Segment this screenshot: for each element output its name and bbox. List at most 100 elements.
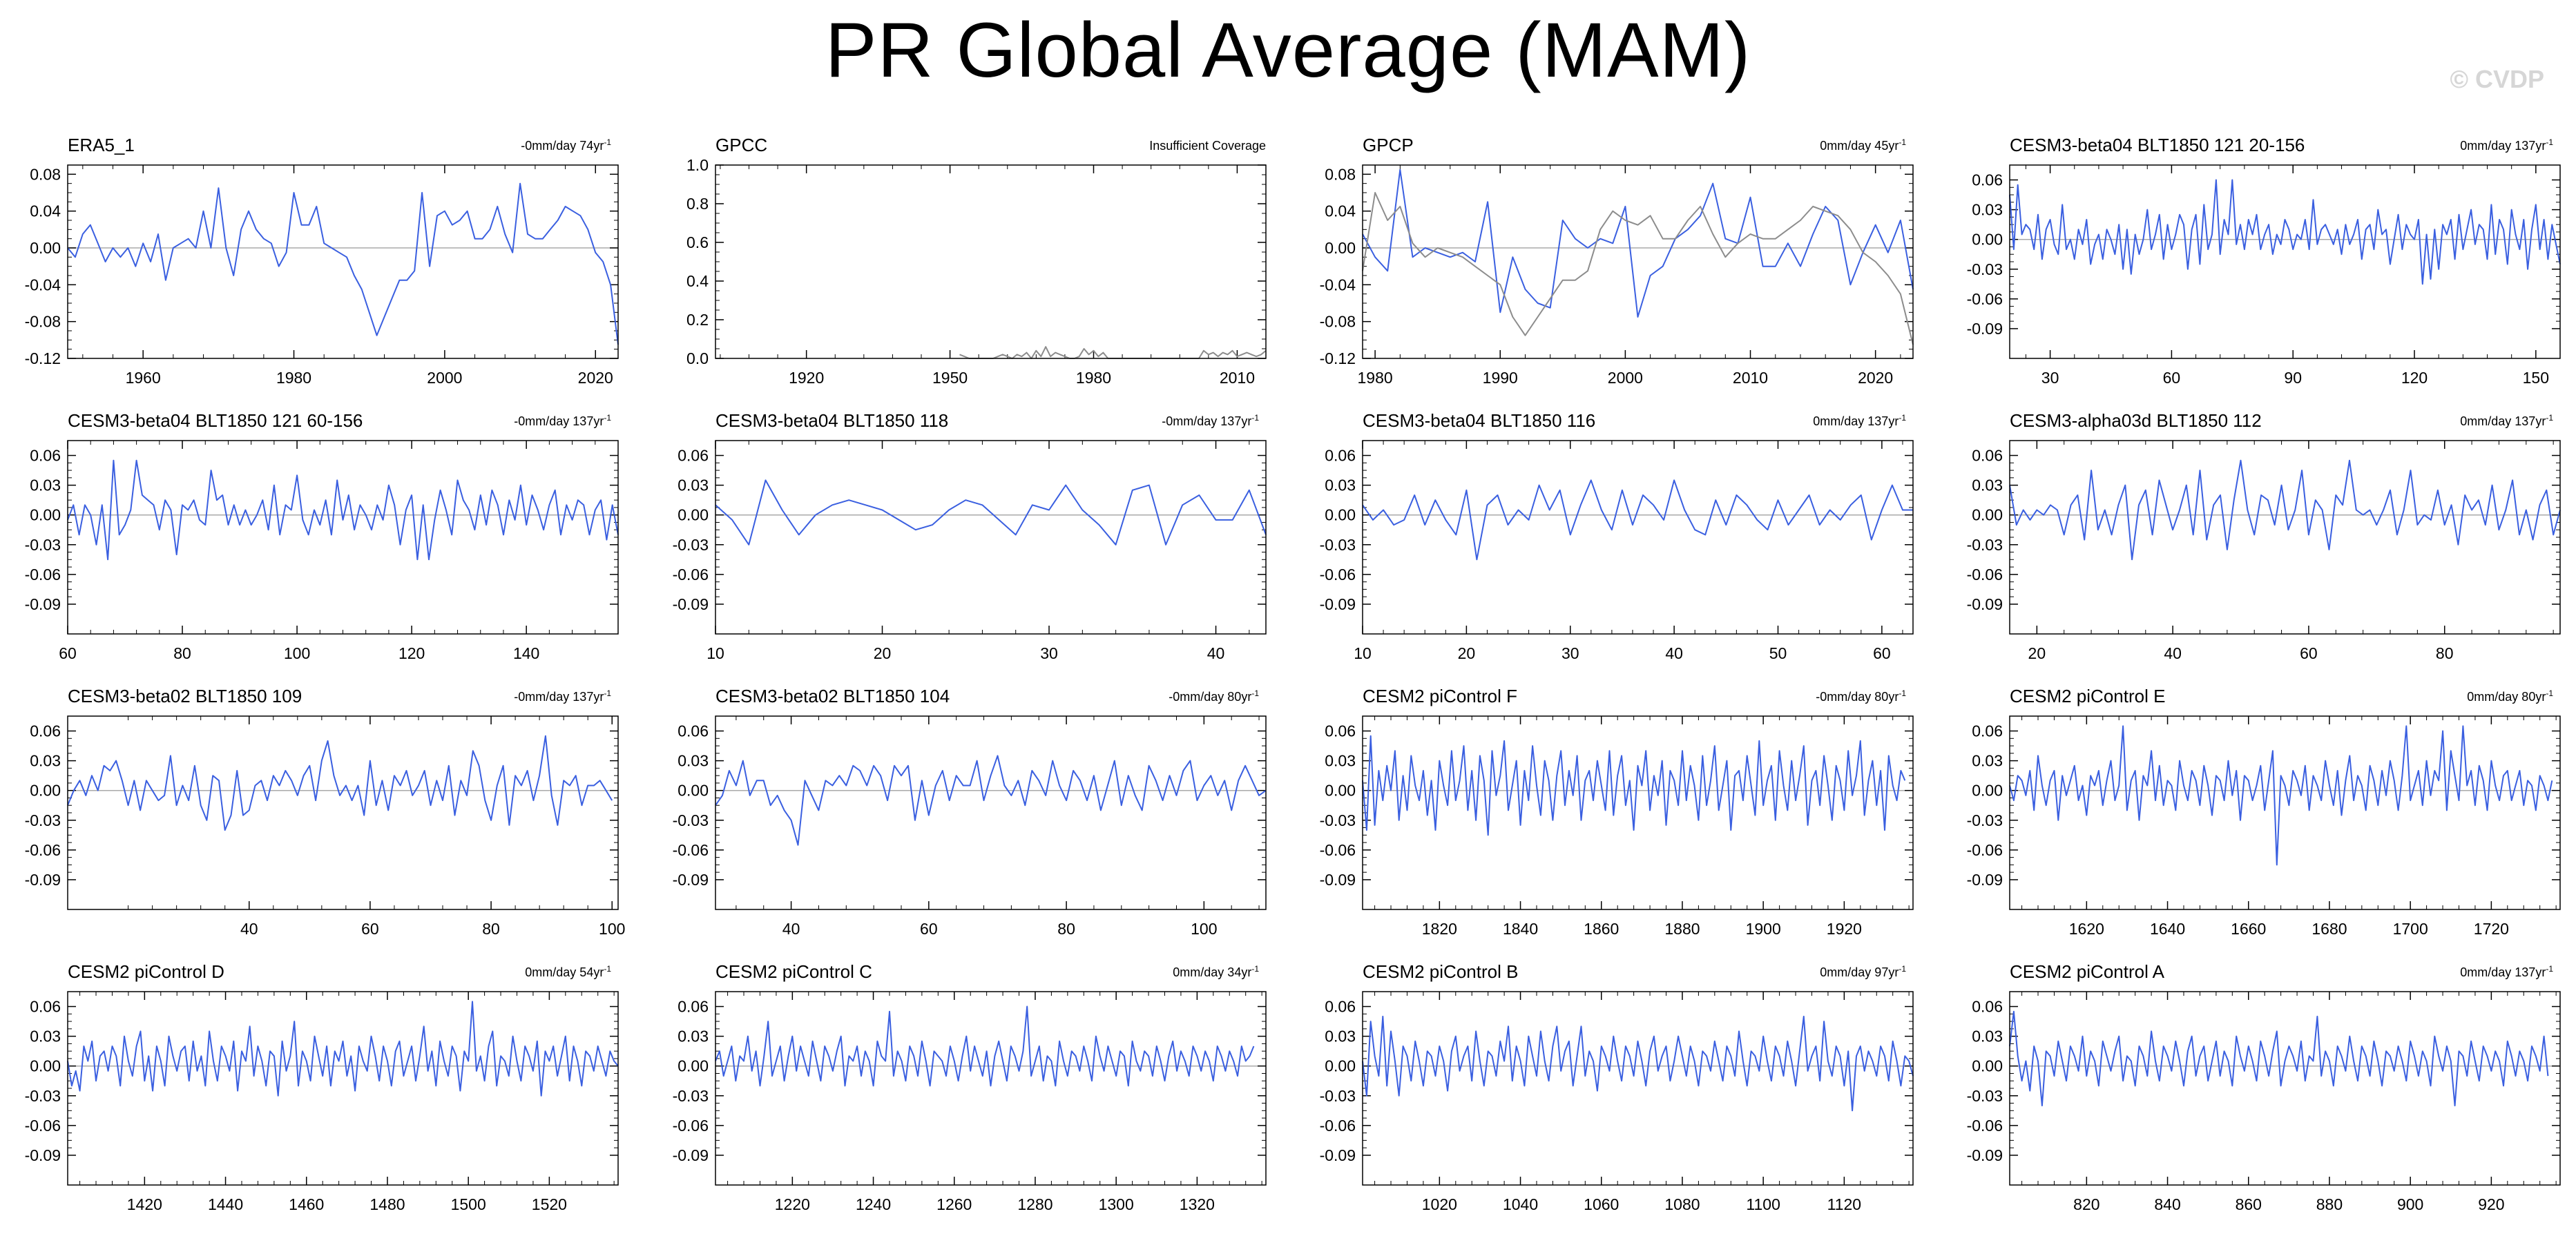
page-title: PR Global Average (MAM) — [825, 7, 1751, 93]
x-tick-label: 1900 — [1746, 920, 1781, 938]
y-tick-label: -0.09 — [1320, 871, 1356, 889]
y-tick-label: 0.03 — [30, 752, 61, 770]
y-tick-label: 0.08 — [30, 165, 61, 183]
x-tick-label: 1460 — [289, 1195, 324, 1213]
y-tick-label: -0.03 — [673, 536, 709, 554]
x-tick-label: 1880 — [1664, 920, 1700, 938]
x-tick-label: 1640 — [2150, 920, 2185, 938]
x-tick-label: 2020 — [578, 369, 613, 387]
panel-title: CESM2 piControl A — [2010, 961, 2165, 982]
y-tick-label: -0.03 — [673, 1087, 709, 1105]
panel-6: CESM3-beta04 BLT1850 118 -0mm/day 137yr-1… — [673, 410, 1267, 662]
y-tick-label: 0.00 — [1325, 239, 1356, 257]
series-line-1 — [67, 459, 619, 561]
x-tick-label: 1920 — [789, 369, 824, 387]
x-tick-label: 20 — [2028, 644, 2046, 662]
x-tick-label: 1840 — [1503, 920, 1538, 938]
y-tick-label: 0.6 — [686, 233, 709, 251]
plot-frame — [1362, 715, 1914, 910]
x-tick-label: 80 — [173, 644, 191, 662]
trend-label: -0mm/day 74yr-1 — [521, 137, 611, 153]
x-tick-label: 1080 — [1664, 1195, 1700, 1213]
y-tick-label: 0.00 — [677, 782, 709, 800]
y-tick-label: -0.06 — [25, 841, 61, 859]
x-tick-label: 880 — [2316, 1195, 2343, 1213]
x-tick-label: 60 — [920, 920, 938, 938]
x-tick-label: 20 — [1458, 644, 1476, 662]
y-tick-label: 0.00 — [1972, 506, 2003, 524]
x-tick-label: 40 — [1665, 644, 1683, 662]
trend-exponent: -1 — [1251, 964, 1259, 974]
y-tick-label: -0.03 — [1320, 536, 1356, 554]
x-tick-label: 30 — [1561, 644, 1579, 662]
x-tick-label: 1500 — [451, 1195, 486, 1213]
series-line-1 — [67, 182, 619, 345]
y-tick-label: -0.06 — [1320, 566, 1356, 584]
x-tick-label: 80 — [482, 920, 500, 938]
y-tick-label: -0.08 — [25, 313, 61, 331]
x-tick-label: 920 — [2478, 1195, 2504, 1213]
y-tick-label: -0.06 — [1967, 1117, 2003, 1135]
trend-label: 0mm/day 45yr-1 — [1820, 137, 1906, 153]
y-tick-label: 0.06 — [1972, 998, 2003, 1016]
x-tick-label: 1990 — [1483, 369, 1518, 387]
x-tick-label: 100 — [599, 920, 625, 938]
y-tick-label: 0.06 — [677, 722, 709, 740]
y-tick-label: 0.03 — [1325, 752, 1356, 770]
y-tick-label: -0.09 — [673, 871, 709, 889]
x-tick-label: 820 — [2073, 1195, 2099, 1213]
series-line-2 — [1362, 192, 1914, 345]
y-tick-label: 0.06 — [1325, 998, 1356, 1016]
y-tick-label: 0.03 — [30, 1028, 61, 1046]
x-tick-label: 1060 — [1584, 1195, 1619, 1213]
panel-title: CESM3-beta04 BLT1850 118 — [715, 410, 948, 431]
x-tick-label: 1620 — [2069, 920, 2104, 938]
x-tick-label: 1950 — [932, 369, 968, 387]
x-tick-label: 1100 — [1746, 1195, 1780, 1213]
panel-16: CESM2 piControl A 0mm/day 137yr-1 -0.09 -0.… — [1967, 961, 2561, 1213]
y-tick-label: 0.08 — [1325, 165, 1356, 183]
y-tick-label: -0.03 — [1967, 811, 2003, 829]
y-tick-label: 0.00 — [677, 506, 709, 524]
y-tick-label: 0.04 — [30, 202, 61, 220]
plot-frame — [2009, 991, 2561, 1186]
plot-frame — [67, 164, 619, 359]
trend-exponent: -1 — [2546, 137, 2553, 147]
x-tick-label: 30 — [1040, 644, 1058, 662]
x-tick-label: 2010 — [1220, 369, 1255, 387]
x-tick-label: 1720 — [2474, 920, 2509, 938]
panel-title: CESM2 piControl E — [2010, 686, 2165, 706]
y-tick-label: 0.8 — [686, 195, 709, 213]
y-tick-label: 0.00 — [30, 1057, 61, 1075]
y-tick-label: 0.00 — [677, 1057, 709, 1075]
x-tick-label: 2000 — [1608, 369, 1643, 387]
y-tick-label: 0.06 — [677, 447, 709, 465]
trend-label: -0mm/day 80yr-1 — [1816, 688, 1906, 704]
trend-exponent: -1 — [1251, 688, 1259, 698]
y-tick-label: 0.2 — [686, 311, 709, 329]
y-tick-label: -0.06 — [25, 1117, 61, 1135]
y-tick-label: -0.06 — [25, 566, 61, 584]
y-tick-label: -0.06 — [1967, 841, 2003, 859]
panel-title: CESM2 piControl B — [1363, 961, 1518, 982]
trend-label: 0mm/day 34yr-1 — [1173, 964, 1259, 979]
y-tick-label: -0.12 — [25, 349, 61, 367]
panel-title: CESM2 piControl F — [1363, 686, 1517, 706]
x-tick-label: 80 — [1057, 920, 1075, 938]
trend-exponent: -1 — [604, 413, 611, 423]
y-tick-label: -0.09 — [673, 1146, 709, 1164]
y-tick-label: 0.03 — [1325, 1028, 1356, 1046]
trend-exponent: -1 — [604, 137, 611, 147]
y-tick-label: 0.06 — [1972, 171, 2003, 189]
x-tick-label: 1820 — [1422, 920, 1457, 938]
y-tick-label: -0.06 — [1967, 290, 2003, 308]
y-tick-label: 0.00 — [1972, 231, 2003, 249]
y-tick-label: -0.09 — [25, 1146, 61, 1164]
y-tick-label: 0.00 — [30, 782, 61, 800]
y-tick-label: 0.03 — [1325, 476, 1356, 494]
y-tick-label: -0.03 — [1967, 536, 2003, 554]
y-tick-label: 0.06 — [1972, 722, 2003, 740]
series-line-1 — [2009, 1010, 2549, 1107]
x-tick-label: 60 — [2163, 369, 2181, 387]
